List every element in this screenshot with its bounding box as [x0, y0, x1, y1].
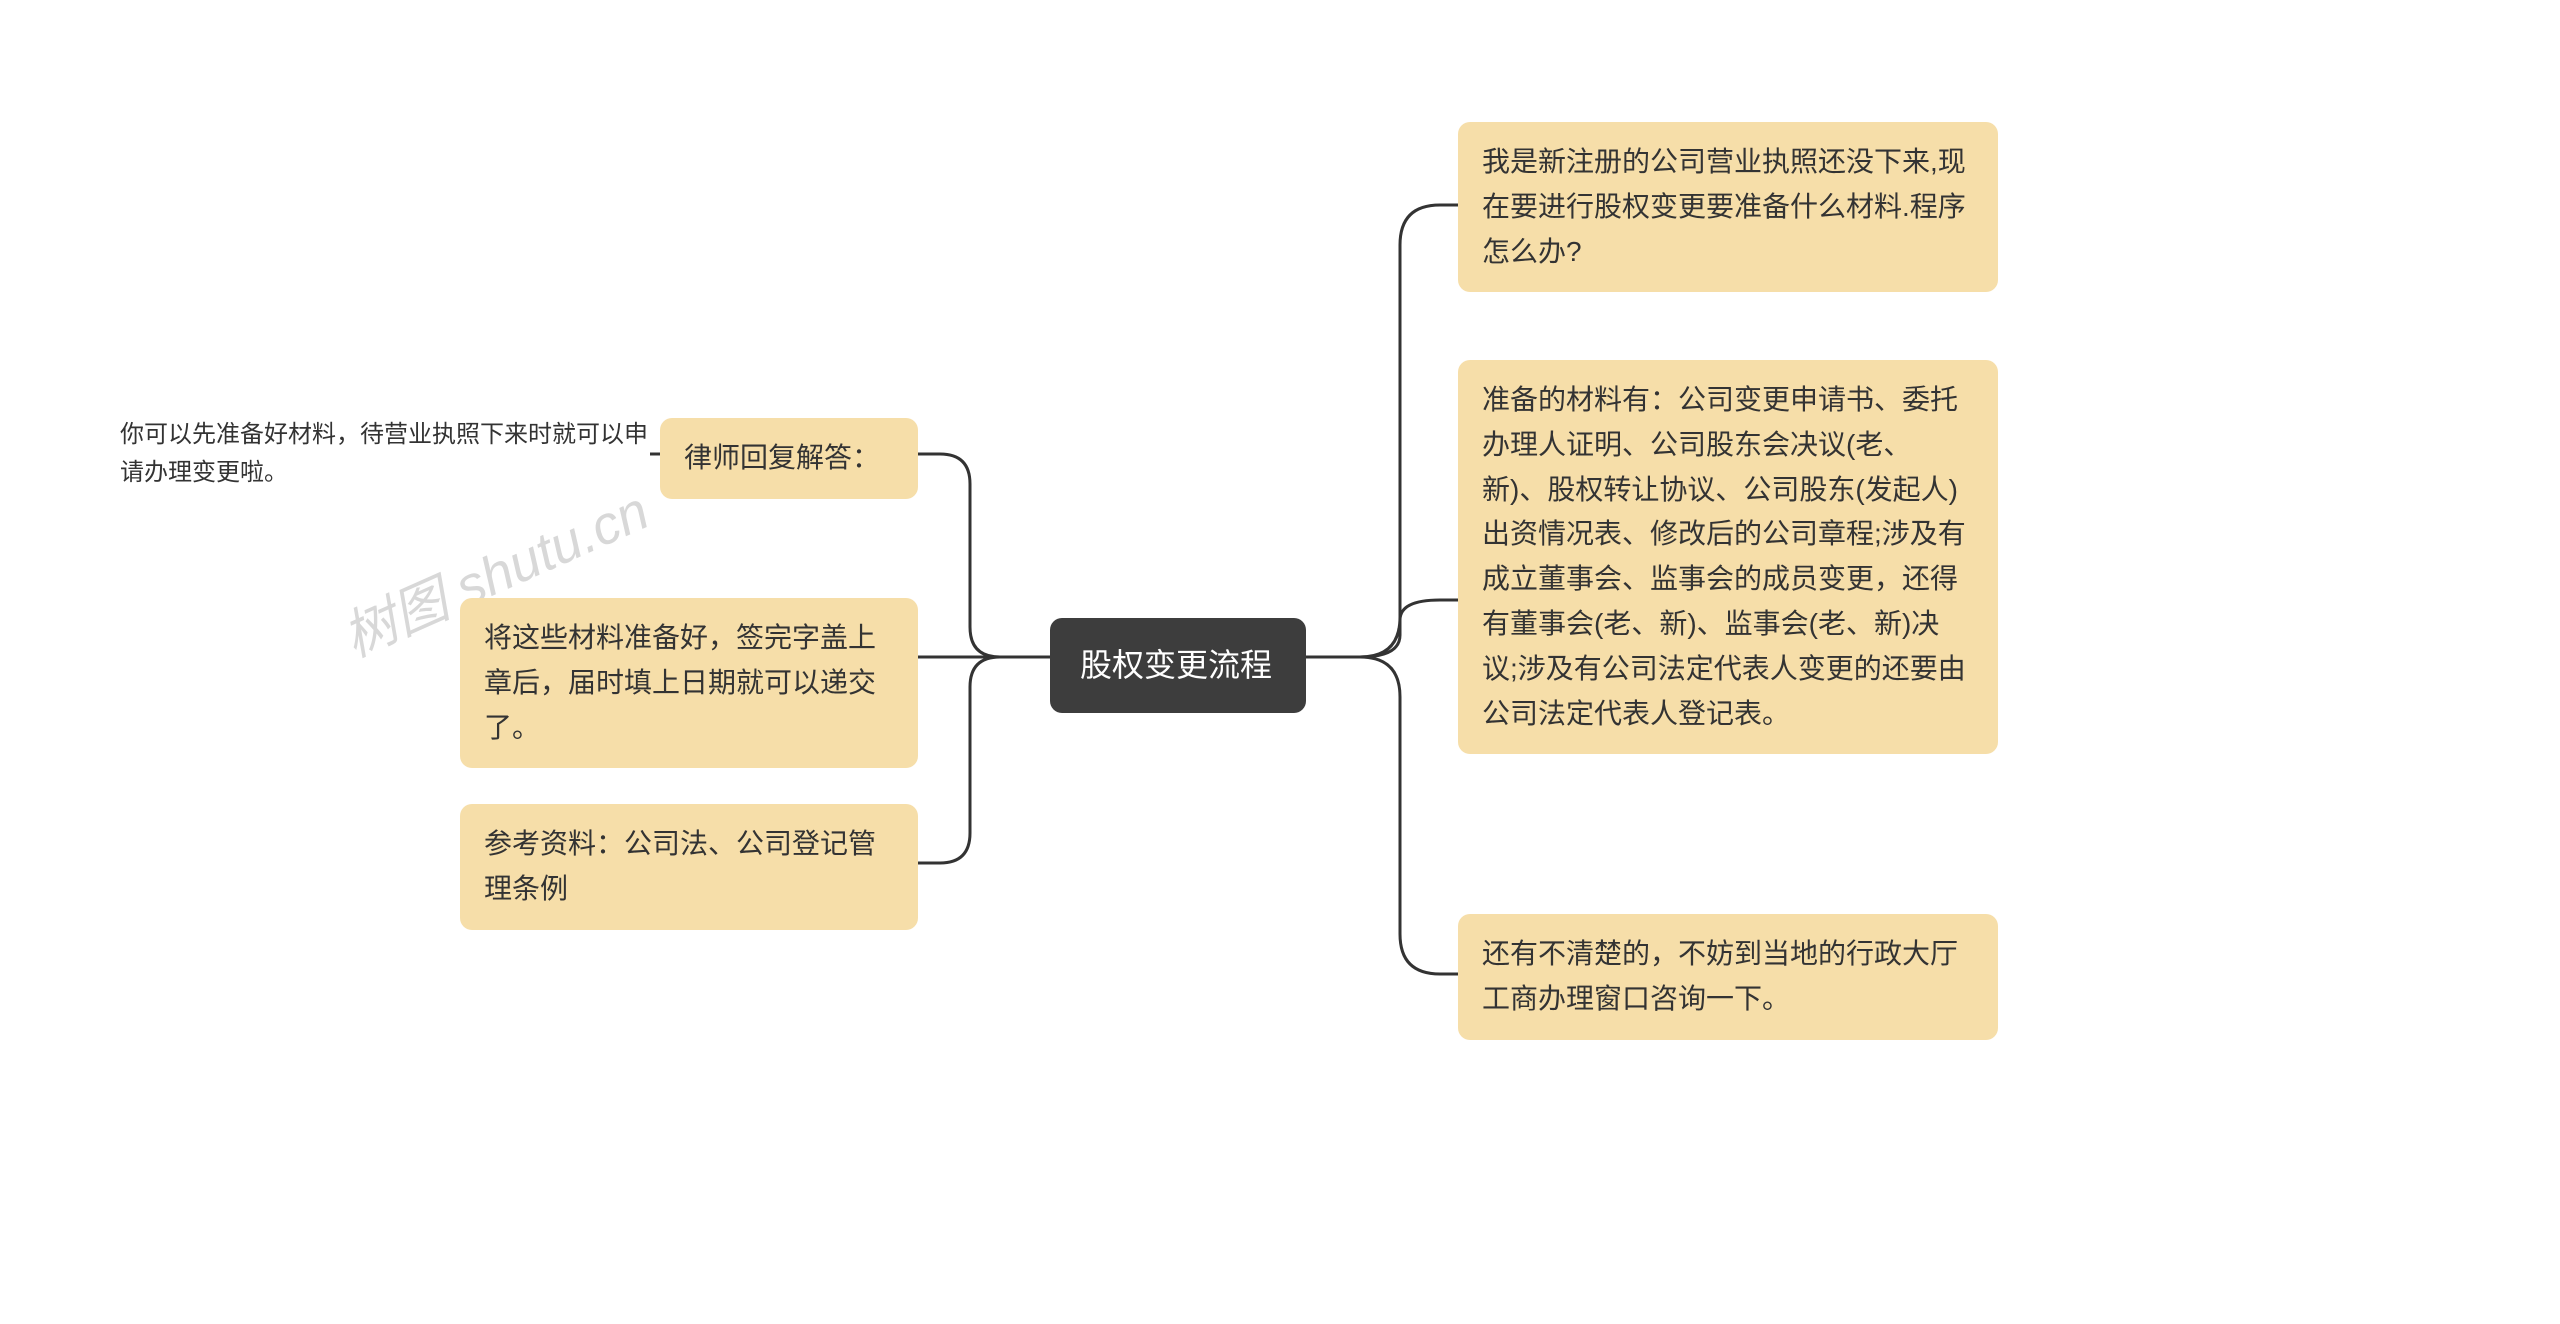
right-node-2: 准备的材料有：公司变更申请书、委托办理人证明、公司股东会决议(老、新)、股权转让…	[1458, 360, 1998, 754]
mindmap-canvas: 树图 shutu.cn 树图 shutu.cn 股权变更流程 我是新注册的公司营…	[0, 0, 2560, 1324]
left-node-1-child: 你可以先准备好材料，待营业执照下来时就可以申请办理变更啦。	[120, 410, 650, 499]
center-node: 股权变更流程	[1050, 618, 1306, 713]
left-node-1: 律师回复解答：	[660, 418, 918, 499]
left-node-3: 参考资料：公司法、公司登记管理条例	[460, 804, 918, 930]
left-node-2: 将这些材料准备好，签完字盖上章后，届时填上日期就可以递交了。	[460, 598, 918, 768]
right-node-1: 我是新注册的公司营业执照还没下来,现在要进行股权变更要准备什么材料.程序怎么办?	[1458, 122, 1998, 292]
right-node-3: 还有不清楚的，不妨到当地的行政大厅工商办理窗口咨询一下。	[1458, 914, 1998, 1040]
